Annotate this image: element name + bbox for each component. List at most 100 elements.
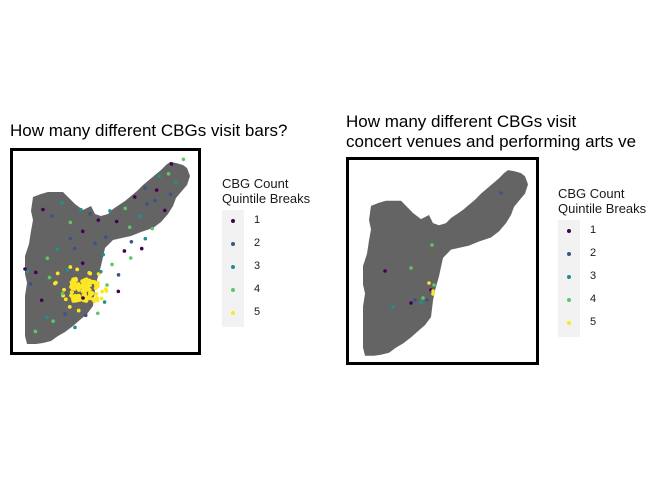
bar-point-q5: [91, 279, 96, 285]
bar-point-q4: [105, 283, 109, 287]
city-boundary: [25, 162, 190, 344]
bar-point-q3: [157, 174, 162, 178]
bar-point-q2: [88, 212, 92, 216]
bar-point-q3: [102, 300, 107, 304]
bar-point-q4: [110, 262, 114, 267]
bar-point-q2: [168, 192, 173, 197]
bar-point-q3: [65, 268, 70, 272]
bar-point-q5: [84, 281, 88, 286]
legend-label: 4: [590, 293, 597, 305]
bar-point-q3: [138, 214, 143, 219]
bar-point-q5: [82, 292, 88, 297]
legend-label: 4: [254, 283, 261, 295]
bar-point-q4: [181, 157, 186, 162]
bar-point-q5: [96, 272, 101, 276]
bar-point-q5: [75, 267, 80, 272]
bars-legend: CBG Count Quintile Breaks 1 2 3 4 5: [222, 176, 332, 336]
bars-map: [23, 157, 190, 344]
legend-item-5: 5: [222, 302, 282, 325]
bar-point-q5: [83, 286, 88, 291]
bar-point-q4: [60, 291, 65, 296]
legend-label: 1: [590, 224, 597, 236]
legend-item-3: 3: [222, 256, 282, 279]
bar-point-q1: [169, 162, 174, 166]
bar-point-q3: [60, 201, 64, 205]
bar-point-q4: [45, 256, 50, 260]
concert-point-q4: [432, 283, 436, 287]
bar-point-q5: [78, 284, 83, 288]
bar-point-q3: [55, 247, 60, 252]
bar-point-q2: [143, 186, 147, 190]
legend-swatch: [567, 252, 571, 256]
bar-point-q3: [25, 269, 30, 274]
bar-point-q2: [145, 202, 149, 206]
bar-point-q2: [103, 235, 108, 240]
bars-map-title: How many different CBGs visit bars?: [10, 121, 288, 140]
legend-swatch: [231, 219, 235, 223]
bar-point-q5: [55, 271, 60, 276]
legend-label: 2: [254, 237, 261, 249]
legend-swatch: [567, 298, 571, 302]
bar-point-q5: [87, 287, 92, 293]
legend-item-4: 4: [558, 289, 618, 312]
legend-item-3: 3: [558, 266, 618, 289]
legend-item-2: 2: [222, 233, 282, 256]
bar-point-q2: [153, 198, 157, 203]
bar-point-q5: [86, 281, 91, 286]
bar-point-q5: [80, 279, 85, 284]
bar-point-q1: [139, 246, 144, 251]
legend-item-4: 4: [222, 279, 282, 302]
bar-point-q1: [80, 261, 85, 265]
legend-label: 5: [590, 316, 597, 328]
bar-point-q5: [74, 283, 79, 288]
bar-point-q4: [166, 171, 171, 176]
bar-point-q5: [76, 308, 81, 313]
bar-point-q2: [72, 246, 77, 251]
legend-label: 3: [254, 260, 261, 272]
legend-title: CBG Count Quintile Breaks: [222, 176, 311, 206]
bar-point-q5: [99, 296, 104, 301]
bar-point-q2: [68, 236, 73, 241]
bar-point-q1: [114, 219, 119, 224]
bar-point-q2: [28, 282, 33, 286]
bar-point-q4: [123, 206, 128, 211]
bar-point-q5: [70, 282, 74, 287]
legend-item-1: 1: [558, 220, 618, 243]
concert-point-q4: [421, 296, 425, 300]
bar-point-q5: [69, 290, 74, 295]
legend-swatch: [231, 242, 235, 246]
legend-swatch: [567, 229, 571, 233]
legend-swatch: [231, 265, 235, 269]
concert-point-q5: [431, 289, 435, 293]
bar-point-q5: [88, 271, 93, 276]
concert-point-q2: [413, 298, 417, 302]
legend-label: 5: [254, 306, 261, 318]
concert-venues-legend: CBG Count Quintile Breaks 1 2 3 4 5: [558, 186, 668, 346]
concert-point-q3: [419, 300, 423, 304]
bar-point-q1: [116, 289, 121, 294]
concert-point-q4: [430, 243, 434, 247]
legend-label: 3: [590, 270, 597, 282]
concert-point-q2: [499, 191, 503, 195]
bar-point-q5: [67, 304, 72, 309]
bar-point-q2: [63, 312, 67, 316]
bar-point-q1: [163, 208, 167, 213]
bar-point-q4: [33, 329, 38, 334]
bar-point-q2: [116, 273, 121, 277]
legend-swatch: [231, 311, 235, 315]
bar-point-q5: [92, 299, 97, 304]
legend-label: 2: [590, 247, 597, 259]
bar-point-q1: [41, 207, 45, 212]
bar-point-q3: [73, 325, 77, 330]
bar-point-q4: [95, 311, 100, 316]
bar-point-q2: [93, 241, 97, 245]
city-boundary: [363, 170, 528, 356]
bar-point-q5: [94, 295, 100, 301]
bar-point-q2: [129, 239, 134, 244]
concert-point-q5: [427, 281, 431, 285]
bar-point-q5: [62, 287, 66, 292]
bar-point-q3: [79, 207, 83, 212]
bar-point-q4: [150, 226, 155, 231]
concert-venues-map: [363, 170, 528, 356]
bar-point-q5: [68, 265, 73, 269]
